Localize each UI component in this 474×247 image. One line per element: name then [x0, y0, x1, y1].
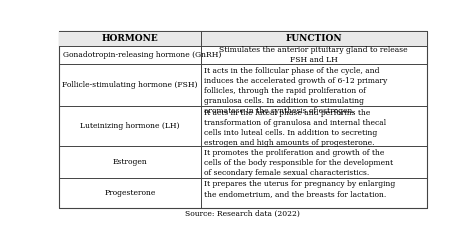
Text: Gonadotropin-releasing hormone (GnRH): Gonadotropin-releasing hormone (GnRH): [63, 51, 221, 59]
Text: HORMONE: HORMONE: [101, 34, 158, 43]
Text: Follicle-stimulating hormone (FSH): Follicle-stimulating hormone (FSH): [62, 82, 198, 89]
Text: Luteinizing hormone (LH): Luteinizing hormone (LH): [80, 123, 180, 130]
Text: Estrogen: Estrogen: [113, 158, 147, 166]
Text: It promotes the proliferation and growth of the
cells of the body responsible fo: It promotes the proliferation and growth…: [204, 149, 393, 177]
Text: Progesterone: Progesterone: [104, 189, 155, 197]
Text: It acts in the luteal phase and performs the
transformation of granulosa and int: It acts in the luteal phase and performs…: [204, 109, 386, 147]
Bar: [59, 31, 427, 46]
Text: FUNCTION: FUNCTION: [285, 34, 342, 43]
Text: Stimulates the anterior pituitary gland to release
FSH and LH: Stimulates the anterior pituitary gland …: [219, 46, 408, 64]
Text: It acts in the follicular phase of the cycle, and
induces the accelerated growth: It acts in the follicular phase of the c…: [204, 67, 388, 115]
Text: It prepares the uterus for pregnancy by enlarging
the endometrium, and the breas: It prepares the uterus for pregnancy by …: [204, 180, 396, 198]
Text: Source: Research data (2022): Source: Research data (2022): [185, 209, 301, 217]
